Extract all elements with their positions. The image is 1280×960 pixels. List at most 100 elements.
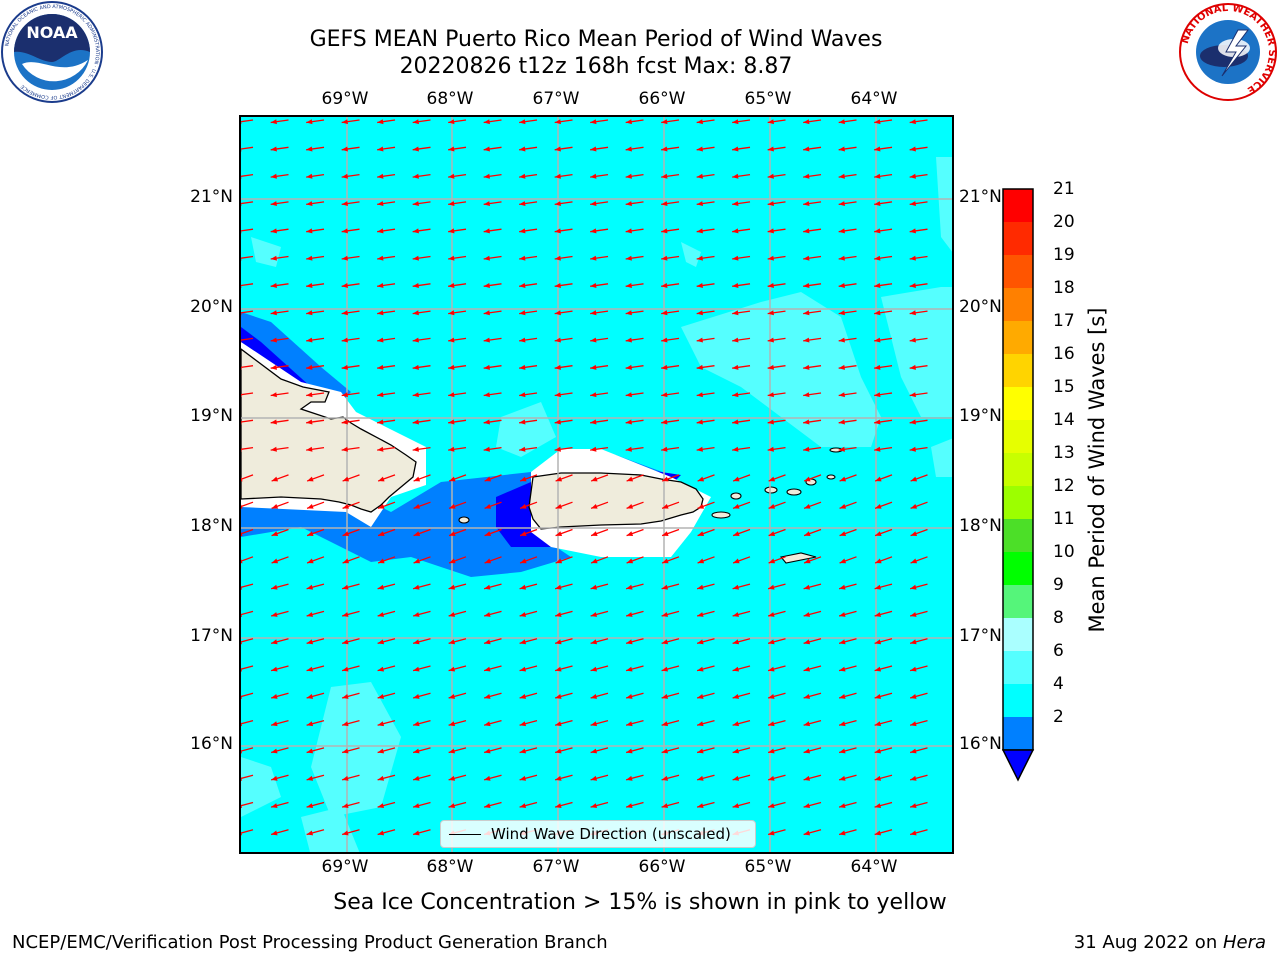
nws-logo: NATIONAL WEATHER SERVICE <box>1179 3 1277 101</box>
wind-arrow-head <box>697 503 705 509</box>
wind-arrow-head <box>590 392 597 398</box>
wind-arrow-shaft <box>241 283 254 287</box>
colorbar-tick-label: 17 <box>1053 311 1075 331</box>
wind-arrow-head <box>306 693 314 699</box>
wind-arrow-head <box>839 639 846 645</box>
wind-arrow-head <box>306 337 313 343</box>
wind-arrow-head <box>307 531 314 536</box>
wind-arrow-head <box>839 476 847 482</box>
wind-arrow-head <box>519 228 526 234</box>
colorbar-tick-label: 14 <box>1053 410 1075 430</box>
footer-date: 31 Aug 2022 on Hera <box>1074 932 1266 954</box>
wind-arrow-head <box>803 201 810 207</box>
wind-arrow-head <box>271 584 278 590</box>
wind-arrow-head <box>554 119 561 125</box>
wind-arrow-head <box>697 693 704 699</box>
wind-arrow-head <box>696 173 703 179</box>
wind-arrow-head <box>448 584 456 590</box>
wind-arrow-head <box>732 612 740 617</box>
wind-arrow-head <box>378 476 385 482</box>
wind-arrow-head <box>803 337 810 343</box>
wind-arrow-head <box>590 201 597 207</box>
wind-arrow-head <box>626 775 633 781</box>
wind-arrow-head <box>412 119 419 125</box>
wind-arrow-head <box>554 228 561 234</box>
wind-arrow-head <box>306 310 313 316</box>
wind-arrow-head <box>697 476 705 482</box>
wind-arrow-shaft <box>241 829 254 834</box>
colorbar-tick-label: 20 <box>1053 212 1075 232</box>
wind-arrow-head <box>767 119 774 125</box>
wind-arrow-head <box>413 639 420 645</box>
wind-arrow-head <box>767 419 774 425</box>
wind-arrow-head <box>803 173 810 179</box>
wind-arrow-head <box>875 531 882 536</box>
wind-arrow-head <box>555 693 562 699</box>
wind-arrow-head <box>519 146 526 152</box>
wind-arrow-head <box>342 748 349 754</box>
wind-arrow-head <box>554 337 561 343</box>
wind-arrow-head <box>412 173 419 179</box>
lat-label-left: 17°N <box>190 626 233 646</box>
colorbar-segment <box>1003 486 1033 520</box>
wind-arrow-head <box>909 119 916 125</box>
wind-arrow-head <box>838 310 845 316</box>
wind-arrow-shaft <box>241 337 254 341</box>
wind-arrow-head <box>590 584 598 590</box>
wind-arrow-shaft <box>241 119 254 123</box>
wind-arrow-shaft <box>241 665 254 670</box>
wind-arrow-head <box>732 173 739 179</box>
wind-arrow-head <box>484 503 492 509</box>
wind-arrow-shaft <box>241 446 254 450</box>
wind-arrow-head <box>909 173 916 179</box>
wind-arrow-head <box>306 612 314 617</box>
wind-arrow-head <box>626 558 634 564</box>
wind-arrow-head <box>874 201 881 207</box>
wind-arrow-head <box>661 337 668 343</box>
wind-arrow-shaft <box>241 419 254 423</box>
wind-arrow-head <box>341 255 348 261</box>
wind-arrow-head <box>661 364 668 370</box>
colorbar-tick-label: 12 <box>1053 476 1075 496</box>
wind-arrow-head <box>626 476 634 482</box>
wind-arrow-head <box>448 612 456 617</box>
wind-arrow-head <box>839 693 846 699</box>
wind-arrow-head <box>483 255 490 261</box>
wind-arrow-head <box>732 364 739 370</box>
wind-arrow-head <box>874 255 881 261</box>
wind-arrow-head <box>767 173 774 179</box>
period-6-8-patches <box>241 157 952 852</box>
wind-arrow-head <box>377 173 384 179</box>
wind-arrow-head <box>271 803 278 809</box>
wind-arrow-head <box>554 310 561 316</box>
wind-arrow-head <box>519 584 527 590</box>
wind-arrow-head <box>590 693 598 699</box>
wind-arrow-head <box>732 310 739 316</box>
wind-arrow-head <box>307 503 314 509</box>
wind-arrow-head <box>838 446 845 452</box>
wind-arrow-head <box>874 337 881 343</box>
wind-arrow-head <box>838 364 845 370</box>
wind-arrow-head <box>909 446 916 452</box>
wind-arrow-head <box>448 693 456 699</box>
noaa-logo: NOAA NATIONAL OCEANIC AND ATMOSPHERIC AD… <box>1 1 103 103</box>
wind-arrow-head <box>342 775 349 781</box>
wind-arrow-head <box>590 310 597 316</box>
wind-arrow-head <box>484 476 492 482</box>
lon-label-top: 64°W <box>850 89 898 109</box>
wind-arrow-head <box>590 337 597 343</box>
colorbar-segment <box>1003 189 1033 223</box>
wind-arrow-head <box>341 364 348 370</box>
colorbar-segment <box>1003 354 1033 388</box>
wind-arrow-head <box>732 255 739 261</box>
wind-arrow-head <box>803 693 811 699</box>
wind-arrow-head <box>377 666 385 672</box>
wind-arrow-head <box>554 201 561 207</box>
wind-arrow-head <box>519 419 526 425</box>
wind-arrow-head <box>555 612 562 617</box>
wind-arrow-head <box>306 446 313 452</box>
colorbar-segment <box>1003 618 1033 652</box>
wind-arrow-head <box>874 612 882 617</box>
wind-arrow-head <box>661 584 669 590</box>
wind-arrow-head <box>910 803 917 809</box>
